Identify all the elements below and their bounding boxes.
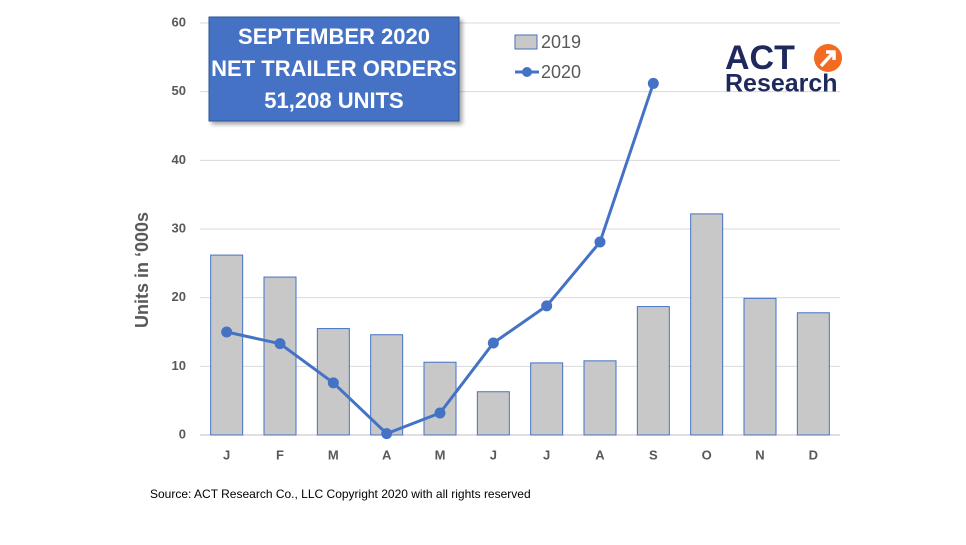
legend-marker: [522, 67, 532, 77]
y-tick-label: 50: [172, 83, 186, 98]
x-tick-label: M: [328, 447, 339, 462]
y-axis-label: Units in ‘000s: [132, 212, 152, 328]
x-tick-label: N: [755, 447, 764, 462]
chart-title: NET TRAILER ORDERS: [211, 56, 457, 81]
y-tick-label: 30: [172, 220, 186, 235]
bar: [476, 391, 510, 436]
chart-title: SEPTEMBER 2020: [238, 24, 430, 49]
bar: [263, 276, 297, 436]
x-tick-label: J: [543, 447, 550, 462]
line-marker: [487, 337, 499, 349]
line-marker: [274, 338, 286, 350]
y-tick-label: 20: [172, 289, 186, 304]
line-marker: [434, 407, 446, 419]
line-marker: [327, 377, 339, 389]
x-tick-label: O: [702, 447, 712, 462]
legend-label: 2019: [541, 32, 581, 52]
x-tick-label: D: [809, 447, 818, 462]
bar: [530, 362, 564, 436]
bar: [636, 306, 670, 436]
bar: [423, 361, 457, 436]
logo-text: Research: [725, 70, 838, 98]
y-tick-label: 40: [172, 152, 186, 167]
bar: [743, 297, 777, 436]
bar: [796, 312, 830, 436]
x-tick-label: J: [490, 447, 497, 462]
bar: [583, 360, 617, 436]
legend-label: 2020: [541, 62, 581, 82]
y-tick-label: 60: [172, 14, 186, 29]
x-tick-label: M: [435, 447, 446, 462]
title-box: [208, 16, 460, 122]
x-tick-label: J: [223, 447, 230, 462]
y-tick-label: 0: [179, 426, 186, 441]
x-tick-label: F: [276, 447, 284, 462]
chart-title: 51,208 UNITS: [264, 88, 403, 113]
logo-text: ACT: [725, 39, 795, 77]
line-marker: [594, 236, 606, 248]
source: Source: ACT Research Co., LLC Copyright …: [150, 487, 531, 501]
marks: [210, 77, 830, 440]
x-tick-label: A: [595, 447, 605, 462]
line-marker: [381, 428, 393, 440]
legend-swatch: [514, 34, 538, 50]
y-tick-label: 10: [172, 358, 186, 373]
x-tick-label: S: [649, 447, 658, 462]
line-marker: [647, 77, 659, 89]
bar: [210, 254, 244, 436]
line-marker: [221, 326, 233, 338]
x-tick-label: A: [382, 447, 392, 462]
logo-arrow: [819, 50, 836, 68]
bar: [370, 334, 404, 436]
line-marker: [541, 300, 553, 312]
bar: [690, 213, 724, 436]
